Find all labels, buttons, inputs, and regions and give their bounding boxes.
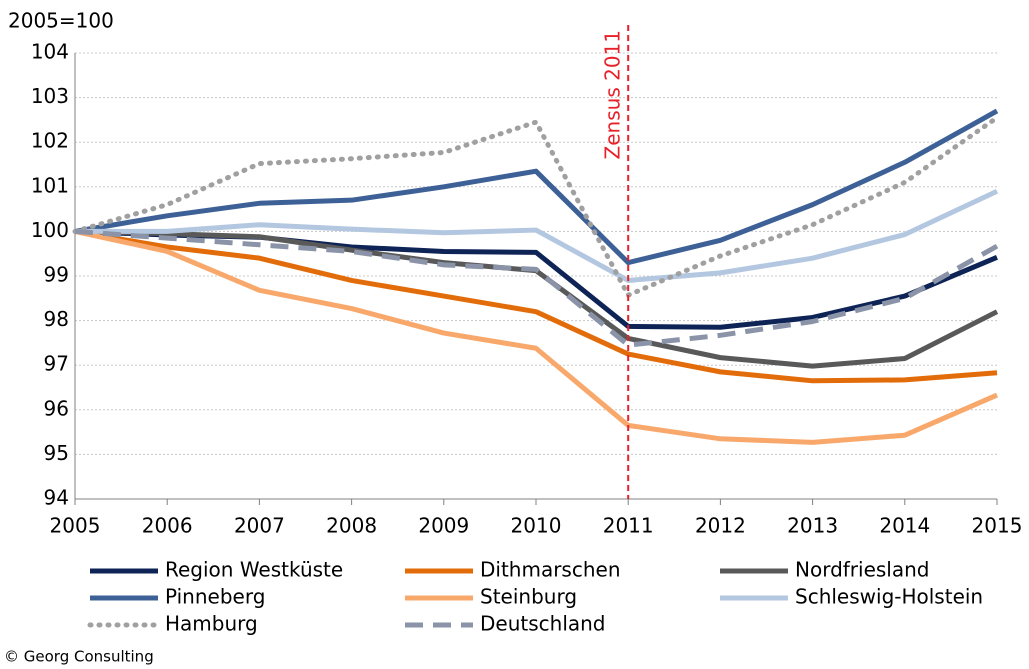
y-tick-label: 96 <box>44 396 69 420</box>
series-line <box>72 115 1000 298</box>
legend-label: Nordfriesland <box>795 558 930 582</box>
x-tick-label: 2013 <box>787 514 838 538</box>
legend-label: Schleswig-Holstein <box>795 585 983 609</box>
x-tick-label: 2005 <box>50 514 101 538</box>
x-tick-label: 2009 <box>418 514 469 538</box>
y-tick-label: 94 <box>44 486 69 510</box>
x-tick-label: 2012 <box>695 514 746 538</box>
x-tick-label: 2008 <box>326 514 377 538</box>
y-tick-label: 102 <box>31 129 69 153</box>
legend-label: Dithmarschen <box>480 558 621 582</box>
x-tick-label: 2014 <box>879 514 930 538</box>
legend-label: Pinneberg <box>165 585 265 609</box>
legend-label: Region Westküste <box>165 558 343 582</box>
x-tick-label: 2010 <box>511 514 562 538</box>
y-tick-label: 101 <box>31 173 69 197</box>
legend-label: Hamburg <box>165 612 258 636</box>
series-line <box>75 188 999 283</box>
x-tick-label: 2007 <box>234 514 285 538</box>
y-tick-label: 103 <box>31 84 69 108</box>
legend-label: Deutschland <box>480 612 606 636</box>
series-line <box>74 108 999 266</box>
y-tick-label: 97 <box>44 352 69 376</box>
y-tick-label: 99 <box>44 263 69 287</box>
y-tick-label: 100 <box>31 218 69 242</box>
x-tick-label: 2015 <box>972 514 1023 538</box>
x-tick-label: 2006 <box>142 514 193 538</box>
series-line <box>74 228 998 445</box>
legend-label: Steinburg <box>480 585 577 609</box>
annotation-text: Zensus 2011 <box>601 30 625 159</box>
y-tick-label: 95 <box>44 441 69 465</box>
source: © Georg Consulting <box>4 648 154 666</box>
series-line <box>74 228 999 348</box>
y-axis-label: 2005=100 <box>8 9 114 33</box>
y-tick-label: 104 <box>31 40 69 64</box>
series-line <box>74 228 998 384</box>
x-tick-label: 2011 <box>603 514 654 538</box>
y-tick-label: 98 <box>44 307 69 331</box>
